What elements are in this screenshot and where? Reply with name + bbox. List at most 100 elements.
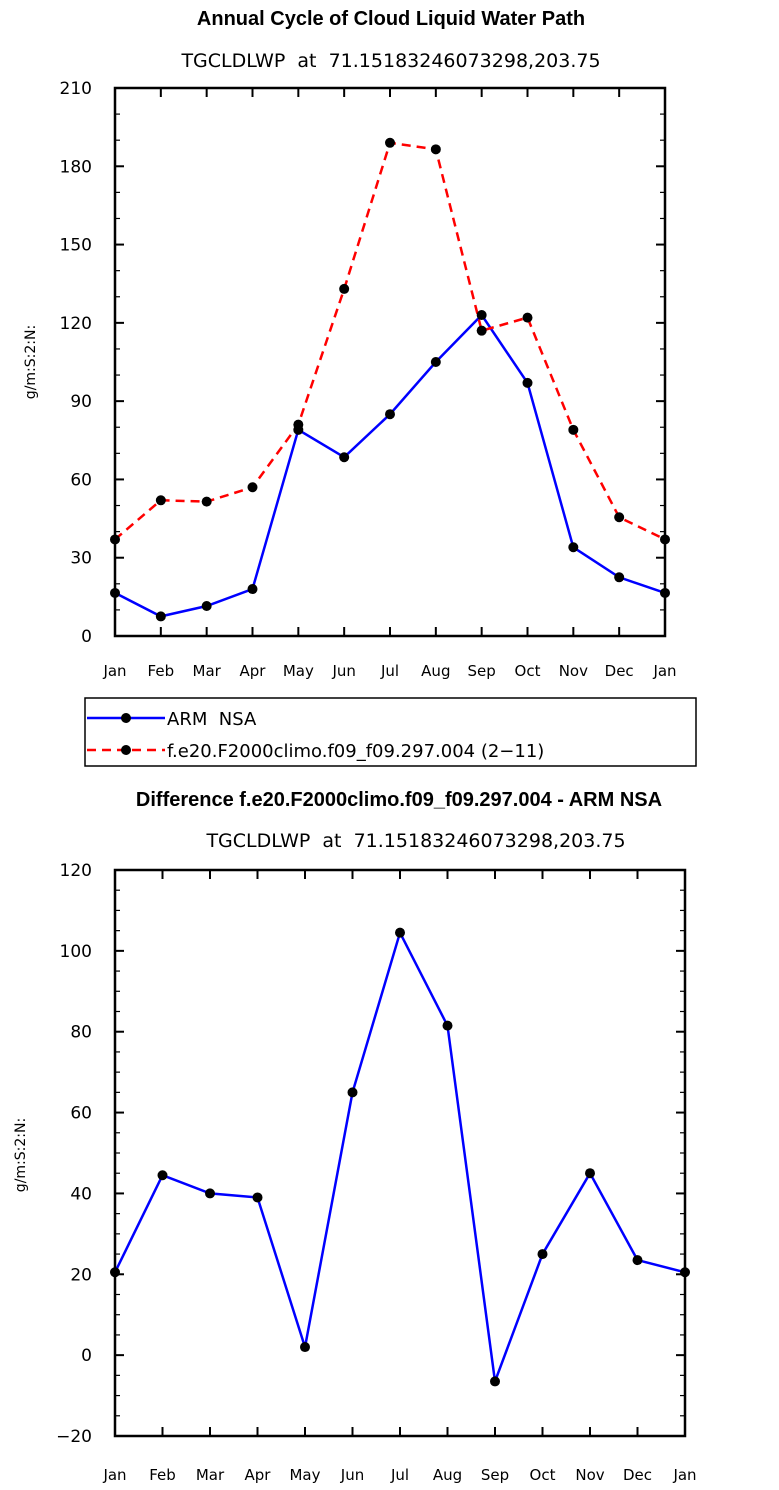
data-point — [680, 1267, 690, 1278]
data-point — [201, 496, 212, 507]
y-tick-label: 80 — [70, 1023, 92, 1043]
plot-area: −20 0 20 40 60 80 100 120 Jan Feb Mar Apr May Jun Jul A… — [56, 861, 696, 1484]
data-point — [157, 1170, 168, 1181]
data-point — [339, 283, 350, 294]
y-tick-label: 0 — [81, 627, 92, 647]
data-point — [247, 482, 258, 493]
legend-box — [84, 697, 697, 767]
legend: ARM NSA f.e20.F2000climo.f09_f09.297.004… — [84, 697, 697, 767]
x-tick-label: Jul — [380, 662, 399, 680]
x-tick-label: Jan — [672, 1466, 696, 1484]
x-tick-label: Oct — [515, 662, 541, 680]
x-tick-label: Sep — [468, 662, 496, 680]
data-point — [568, 424, 579, 435]
data-point — [537, 1249, 548, 1260]
y-tick-label: 90 — [70, 392, 92, 412]
data-point — [585, 1168, 595, 1179]
y-tick-label: −20 — [56, 1427, 92, 1447]
y-tick-label: 60 — [70, 1104, 92, 1124]
data-point — [430, 144, 441, 155]
y-tick-label: 150 — [60, 236, 92, 256]
x-tick-label: Feb — [149, 1466, 176, 1484]
data-point — [347, 1087, 358, 1098]
x-tick-label: Jun — [331, 662, 355, 680]
data-point — [430, 357, 441, 367]
x-tick-label: Jun — [340, 1466, 364, 1484]
data-point — [155, 611, 166, 622]
data-point — [632, 1255, 643, 1266]
x-tick-label: Dec — [605, 662, 634, 680]
data-point — [205, 1188, 215, 1199]
legend-entry-model: f.e20.F2000climo.f09_f09.297.004 (2−11) — [87, 741, 544, 762]
data-point — [522, 312, 533, 323]
data-point — [300, 1342, 310, 1353]
data-point — [110, 1267, 120, 1278]
y-tick-label: 40 — [70, 1184, 92, 1204]
y-tick-label: 120 — [60, 314, 92, 334]
x-tick-label: Nov — [575, 1466, 604, 1484]
y-tick-label: 180 — [60, 157, 92, 177]
x-tick-label: Dec — [623, 1466, 652, 1484]
x-tick-label: Jan — [652, 662, 676, 680]
x-tick-label: Aug — [433, 1466, 462, 1484]
x-tick-label: Jan — [102, 1466, 126, 1484]
data-point — [568, 542, 579, 553]
legend-label-arm: ARM NSA — [167, 709, 257, 730]
legend-marker-model — [121, 745, 131, 755]
chart-title: Difference f.e20.F2000climo.f09_f09.297.… — [136, 789, 662, 811]
y-tick-label: 30 — [70, 549, 92, 569]
data-point — [476, 310, 487, 321]
x-tick-label: Nov — [559, 662, 588, 680]
data-point — [660, 534, 670, 545]
data-point — [614, 572, 625, 583]
data-point — [339, 452, 350, 463]
x-tick-label: Oct — [530, 1466, 556, 1484]
y-tick-label: 100 — [60, 942, 92, 962]
legend-entry-arm: ARM NSA — [87, 709, 257, 730]
data-point — [660, 587, 670, 598]
plot-area: 0 30 60 90 120 150 180 210 Jan Feb Mar Apr May Jun Jul… — [60, 79, 677, 680]
x-tick-label: Feb — [148, 662, 175, 680]
x-tick-label: Jan — [102, 662, 126, 680]
data-point — [110, 534, 120, 545]
data-point — [155, 495, 166, 506]
data-point — [247, 584, 258, 595]
x-tick-label: May — [283, 662, 314, 680]
x-tick-label: Sep — [481, 1466, 509, 1484]
series-line-1 — [114, 141, 666, 541]
data-point — [476, 325, 487, 336]
data-point — [490, 1376, 500, 1387]
data-point — [385, 409, 395, 420]
chart-subtitle: TGCLDLWP at 71.15183246073298,203.75 — [180, 50, 600, 72]
x-tick-label: May — [289, 1466, 320, 1484]
y-tick-label: 0 — [81, 1346, 92, 1366]
data-point — [395, 927, 405, 938]
data-point — [614, 512, 625, 523]
plot-frame — [113, 868, 687, 1438]
data-point — [522, 377, 533, 388]
y-axis-title: g/m:S:2:N: — [23, 325, 39, 399]
x-tick-label: Mar — [193, 662, 222, 680]
data-point — [110, 587, 120, 598]
chart-subtitle: TGCLDLWP at 71.15183246073298,203.75 — [205, 830, 625, 852]
chart-title: Annual Cycle of Cloud Liquid Water Path — [197, 8, 585, 30]
y-tick-label: 60 — [70, 470, 92, 490]
legend-label-model: f.e20.F2000climo.f09_f09.297.004 (2−11) — [167, 741, 544, 762]
annual-cycle-chart: Annual Cycle of Cloud Liquid Water Path … — [23, 8, 677, 680]
y-axis-title: g/m:S:2:N: — [13, 1118, 29, 1192]
data-point — [201, 600, 212, 611]
y-tick-label: 120 — [60, 861, 92, 881]
data-point — [252, 1192, 263, 1203]
data-point — [442, 1020, 453, 1031]
x-tick-label: Mar — [196, 1466, 225, 1484]
data-point — [293, 419, 304, 430]
data-point — [385, 137, 395, 148]
x-tick-label: Aug — [421, 662, 450, 680]
x-tick-label: Apr — [240, 662, 267, 680]
legend-marker-arm — [121, 713, 131, 723]
series-line-0 — [114, 313, 666, 618]
y-tick-label: 210 — [60, 79, 92, 99]
series-line-0 — [113, 929, 686, 1382]
x-tick-label: Jul — [390, 1466, 409, 1484]
